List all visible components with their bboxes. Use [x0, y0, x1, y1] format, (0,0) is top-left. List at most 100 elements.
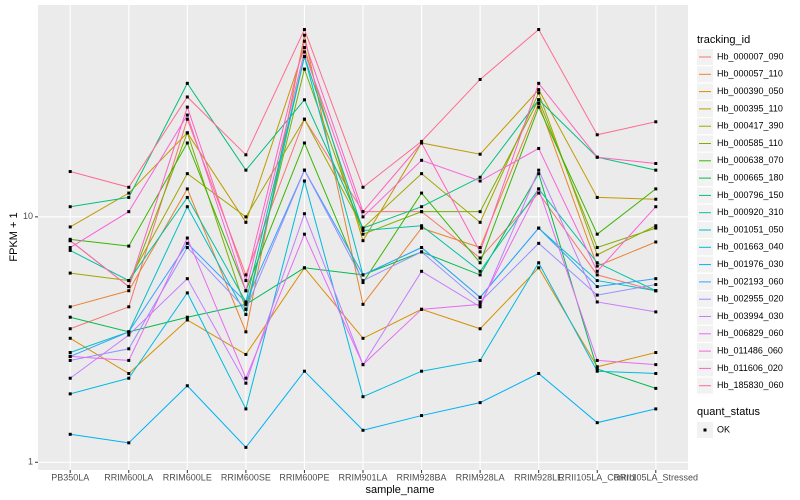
data-point	[420, 414, 424, 418]
data-point	[127, 285, 131, 289]
data-point	[537, 187, 541, 191]
data-point	[127, 441, 131, 445]
data-point	[361, 210, 365, 214]
x-tick-label: RRIM600LE	[163, 472, 212, 482]
data-point	[595, 300, 599, 304]
data-point	[654, 283, 658, 287]
data-point	[420, 250, 424, 254]
data-point	[68, 170, 72, 174]
data-point	[244, 220, 248, 224]
y-tick-label: 1	[28, 457, 33, 467]
legend-label: Hb_000395_110	[717, 103, 783, 113]
data-point	[654, 363, 658, 367]
data-point	[185, 141, 189, 145]
data-point	[654, 277, 658, 281]
data-point	[185, 131, 189, 135]
data-point	[244, 168, 248, 172]
data-point	[244, 307, 248, 311]
legend-label: Hb_000417_390	[717, 121, 784, 131]
data-point	[68, 246, 72, 250]
x-tick-label: RRII105LA_Control	[558, 472, 636, 482]
data-point	[68, 392, 72, 396]
data-point	[68, 354, 72, 358]
data-point	[302, 28, 306, 32]
data-point	[68, 432, 72, 436]
data-point	[127, 279, 131, 283]
data-point	[595, 279, 599, 283]
data-point	[361, 395, 365, 399]
data-point	[302, 33, 306, 37]
legend-label: Hb_002193_060	[717, 276, 784, 286]
data-point	[595, 232, 599, 236]
data-point	[537, 88, 541, 92]
data-point	[478, 175, 482, 179]
data-point	[537, 81, 541, 85]
data-point	[127, 185, 131, 189]
data-point	[127, 210, 131, 214]
data-point	[244, 300, 248, 304]
data-point	[420, 141, 424, 145]
data-point	[361, 185, 365, 189]
data-point	[361, 428, 365, 432]
data-point	[68, 376, 72, 380]
data-point	[537, 146, 541, 150]
data-point	[302, 50, 306, 54]
data-point	[478, 250, 482, 254]
legend-label: Hb_011606_020	[717, 363, 783, 373]
data-point	[478, 300, 482, 304]
legend-label: Hb_000585_110	[717, 138, 783, 148]
data-point	[420, 210, 424, 214]
data-point	[537, 172, 541, 176]
data-point	[302, 39, 306, 43]
data-point	[478, 295, 482, 299]
data-point	[478, 179, 482, 183]
data-point	[654, 310, 658, 314]
data-point	[68, 305, 72, 309]
legend-label: Hb_006829_060	[717, 328, 784, 338]
data-point	[127, 191, 131, 195]
data-point	[595, 261, 599, 265]
data-point	[537, 371, 541, 375]
data-point	[420, 172, 424, 176]
data-point	[185, 315, 189, 319]
data-point	[302, 67, 306, 71]
data-point	[185, 105, 189, 109]
data-point	[302, 117, 306, 121]
data-point	[595, 367, 599, 371]
data-point	[595, 293, 599, 297]
data-point	[185, 81, 189, 85]
data-point	[185, 117, 189, 121]
data-point	[595, 269, 599, 273]
x-tick-label: RRIM928BA	[397, 472, 447, 482]
data-point	[478, 273, 482, 277]
data-point	[244, 153, 248, 157]
point-legend-label: OK	[717, 424, 730, 434]
data-point	[654, 386, 658, 390]
data-point	[185, 195, 189, 199]
data-point	[537, 105, 541, 109]
data-point	[302, 232, 306, 236]
data-point	[361, 363, 365, 367]
data-point	[478, 210, 482, 214]
data-point	[127, 333, 131, 337]
x-tick-label: RRIM600PE	[279, 472, 329, 482]
data-point	[595, 155, 599, 159]
data-point	[478, 77, 482, 81]
data-point	[361, 239, 365, 243]
data-point	[361, 302, 365, 306]
x-tick-label: RRII105LA_Stressed	[614, 472, 699, 482]
legend-label: Hb_185830_060	[717, 380, 784, 390]
data-point	[68, 239, 72, 243]
y-tick-label: 10	[23, 211, 33, 221]
data-point	[185, 318, 189, 322]
x-tick-label: RRIM928LE	[514, 472, 563, 482]
data-point	[654, 289, 658, 293]
data-point	[361, 279, 365, 283]
data-point	[68, 225, 72, 229]
data-point	[244, 215, 248, 219]
data-point	[185, 384, 189, 388]
data-point	[654, 224, 658, 228]
data-point	[595, 246, 599, 250]
data-point	[361, 228, 365, 232]
